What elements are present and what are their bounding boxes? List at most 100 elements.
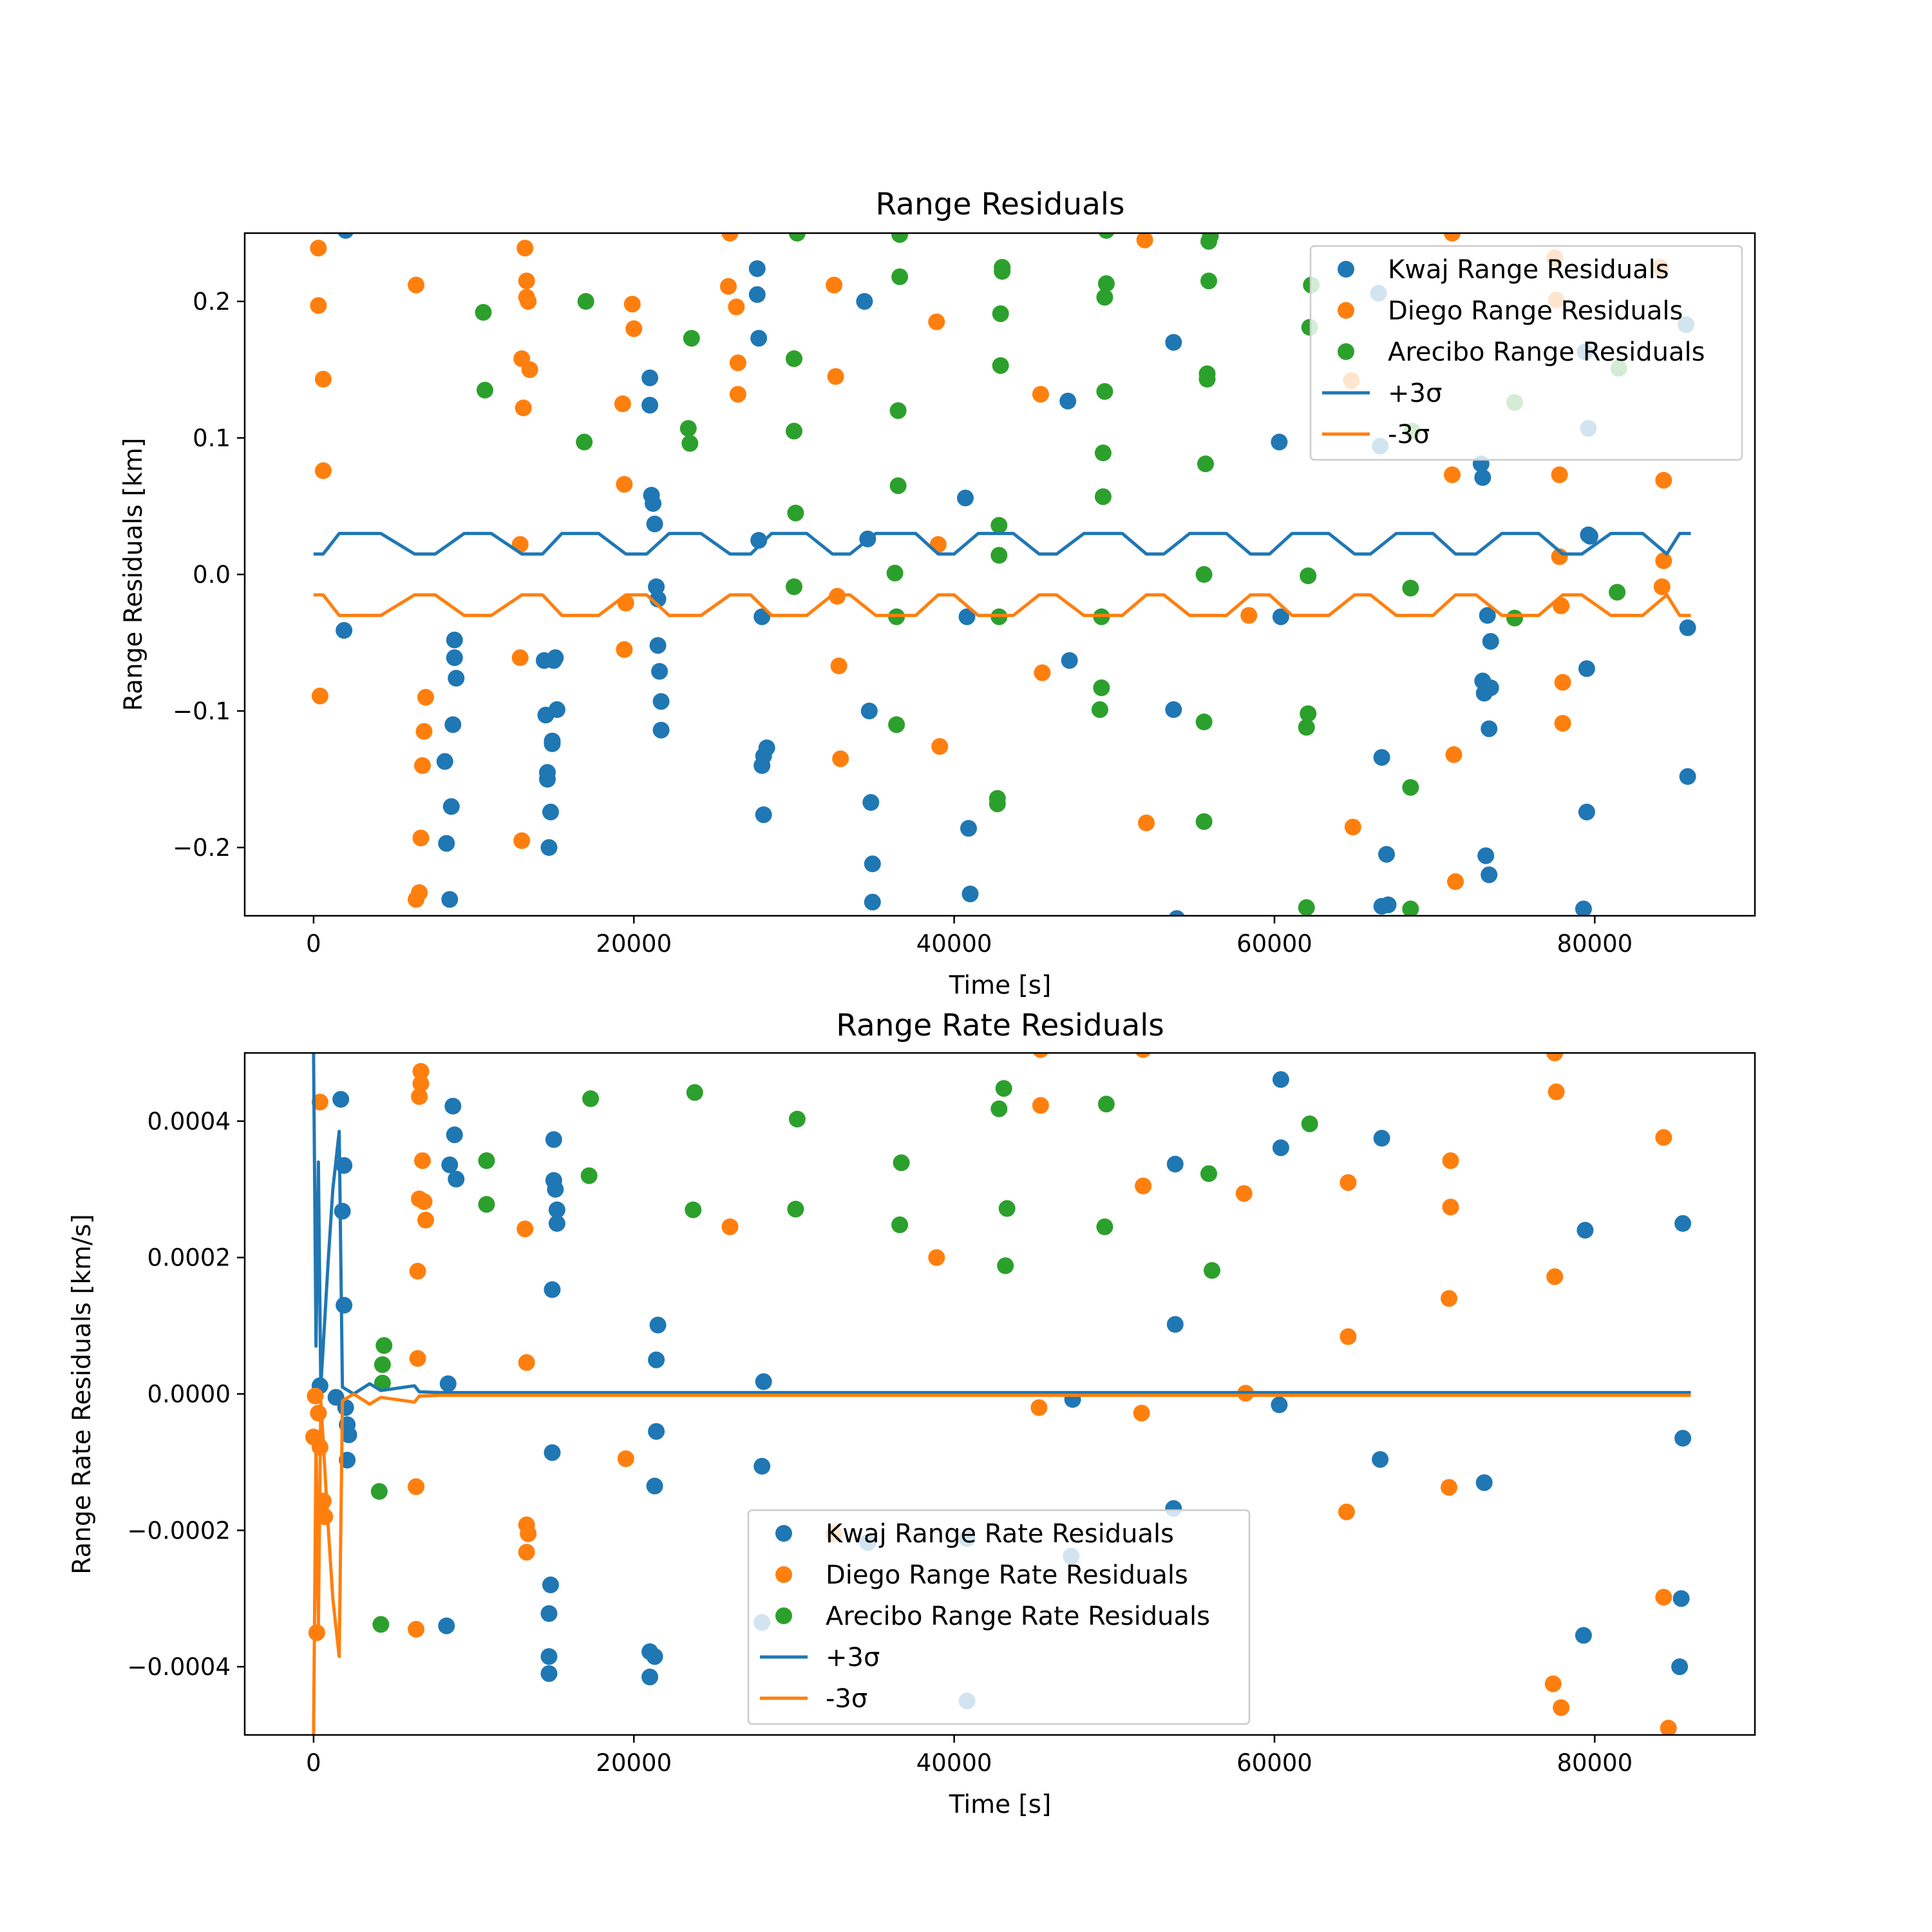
legend: Kwaj Range Rate Residuals Diego Range Rat…: [748, 1510, 1249, 1724]
data-point: [1167, 1316, 1184, 1333]
data-point: [1135, 1178, 1151, 1195]
x-axis-label: Time [s]: [949, 971, 1052, 1000]
data-point: [750, 330, 767, 346]
data-point: [997, 1257, 1014, 1274]
legend-label: Arecibo Range Residuals: [1388, 337, 1705, 367]
y-tick-label: 0.0004: [147, 1108, 231, 1135]
legend-label: Kwaj Range Residuals: [1388, 255, 1669, 285]
data-point: [1551, 466, 1568, 483]
data-point: [1680, 768, 1696, 785]
data-point: [441, 891, 458, 908]
data-point: [1374, 749, 1390, 766]
data-point: [891, 269, 908, 285]
data-point: [891, 1217, 908, 1233]
data-point: [653, 722, 670, 739]
data-point: [1402, 580, 1419, 596]
data-point: [1240, 607, 1257, 624]
data-point: [444, 1098, 461, 1115]
data-point: [541, 1665, 558, 1682]
data-point: [651, 663, 668, 680]
data-point: [408, 277, 424, 294]
data-point: [641, 1669, 658, 1685]
data-point: [831, 658, 848, 674]
y-tick-label: 0.0002: [147, 1244, 231, 1272]
data-point: [1660, 1719, 1677, 1736]
data-point: [578, 293, 594, 310]
data-point: [928, 1249, 945, 1266]
data-point: [1196, 714, 1213, 730]
data-point: [1061, 652, 1078, 669]
data-point: [1032, 386, 1049, 402]
legend-label: Diego Range Rate Residuals: [826, 1560, 1188, 1590]
data-point: [890, 477, 907, 494]
data-point: [1167, 1156, 1184, 1173]
legend-label: Diego Range Residuals: [1388, 296, 1683, 326]
data-point: [446, 632, 463, 649]
data-point: [410, 1263, 426, 1280]
data-point: [1302, 1115, 1318, 1132]
data-point: [730, 386, 746, 402]
data-point: [1137, 232, 1153, 249]
data-point: [1165, 334, 1182, 351]
data-point: [1098, 1095, 1115, 1112]
data-point: [477, 382, 493, 399]
data-point: [687, 1084, 703, 1101]
data-point: [749, 260, 766, 277]
data-point: [1378, 846, 1395, 863]
chart-title: Range Rate Residuals: [836, 1008, 1164, 1043]
data-point: [616, 476, 632, 493]
data-point: [1654, 578, 1671, 595]
data-point: [1446, 746, 1463, 763]
data-point: [413, 1075, 430, 1092]
x-axis-label: Time [s]: [949, 1790, 1052, 1819]
data-point: [618, 1450, 634, 1467]
data-point: [1575, 900, 1592, 917]
data-point: [641, 397, 658, 413]
data-point: [1059, 393, 1076, 410]
data-point: [1474, 469, 1491, 486]
data-point: [1555, 715, 1571, 732]
y-tick-label: −0.2: [173, 834, 231, 862]
data-point: [990, 517, 1007, 534]
data-point: [720, 278, 737, 295]
data-point: [1096, 1218, 1113, 1235]
data-point: [1273, 1139, 1289, 1156]
data-point: [310, 297, 327, 314]
data-point: [787, 1201, 804, 1218]
data-point: [549, 1215, 565, 1232]
data-point: [1506, 610, 1523, 627]
data-point: [334, 1203, 351, 1220]
data-point: [516, 240, 533, 256]
y-tick-label: −0.1: [173, 697, 231, 725]
data-point: [372, 1616, 389, 1633]
chart-title: Range Residuals: [876, 187, 1125, 222]
data-point: [828, 368, 844, 385]
data-point: [1548, 1083, 1565, 1100]
data-point: [999, 1200, 1016, 1217]
data-point: [645, 495, 661, 512]
data-point: [518, 272, 535, 289]
data-point: [581, 1168, 598, 1184]
data-point: [416, 723, 433, 740]
data-point: [1443, 1198, 1459, 1215]
legend-label: +3σ: [1388, 379, 1442, 408]
data-point: [545, 1132, 562, 1148]
data-point: [539, 764, 556, 781]
data-point: [614, 395, 631, 412]
data-point: [446, 649, 463, 666]
data-point: [789, 1111, 806, 1128]
data-point: [413, 829, 430, 846]
data-point: [1199, 365, 1216, 382]
data-point: [444, 716, 461, 733]
data-point: [310, 1405, 327, 1421]
data-point: [1093, 679, 1110, 696]
data-point: [653, 693, 670, 710]
data-point: [1298, 719, 1315, 735]
legend-entry: Diego Range Residuals: [1338, 296, 1683, 326]
data-point: [1545, 1676, 1562, 1692]
data-point: [441, 1157, 458, 1173]
data-point: [371, 1483, 388, 1500]
data-point: [1447, 873, 1464, 890]
data-point: [541, 1605, 558, 1622]
